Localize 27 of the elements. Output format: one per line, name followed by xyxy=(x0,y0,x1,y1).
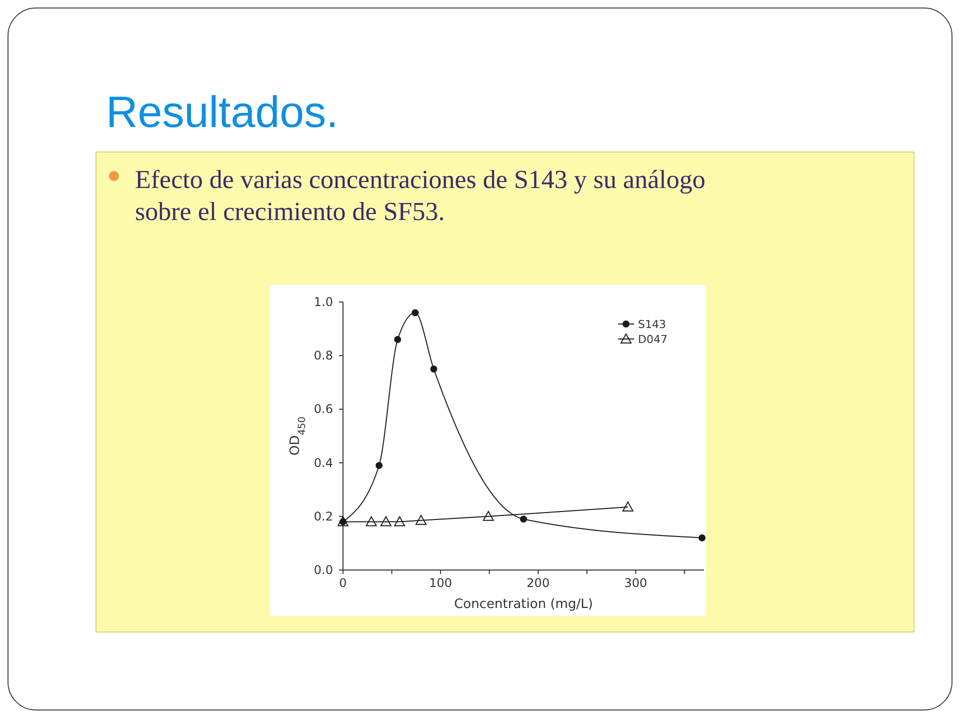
y-tick-label: 0.6 xyxy=(314,402,333,416)
point xyxy=(366,516,377,526)
point xyxy=(394,336,402,344)
x-tick-label: 0 xyxy=(339,576,347,590)
y-tick-label: 0.2 xyxy=(314,509,333,524)
x-tick-label: 100 xyxy=(429,576,452,590)
x-axis-title: Concentration (mg/L) xyxy=(454,597,593,612)
y-tick-label: 0.8 xyxy=(314,348,333,363)
y-tick-label: 0.4 xyxy=(314,456,333,470)
y-tick-label: 0.0 xyxy=(314,563,333,577)
x-tick-label: 300 xyxy=(624,576,648,590)
point xyxy=(622,502,634,512)
point xyxy=(394,516,406,526)
chart-subtitle: Efecto de varias concentraciones de S143 y su análogo sobre el crecimiento de SF53. xyxy=(135,165,706,226)
chart-title: Resultados. xyxy=(106,88,338,137)
point xyxy=(698,534,706,542)
legend-label: D047 xyxy=(638,333,668,346)
point xyxy=(416,514,427,525)
y-tick-label: 1.0 xyxy=(314,295,333,309)
point xyxy=(482,510,494,521)
point xyxy=(380,516,392,526)
x-tick-label: 200 xyxy=(526,576,550,590)
point xyxy=(430,366,438,372)
legend-label: S143 xyxy=(638,318,666,331)
point xyxy=(412,309,419,316)
point xyxy=(520,516,527,523)
point xyxy=(376,462,383,469)
